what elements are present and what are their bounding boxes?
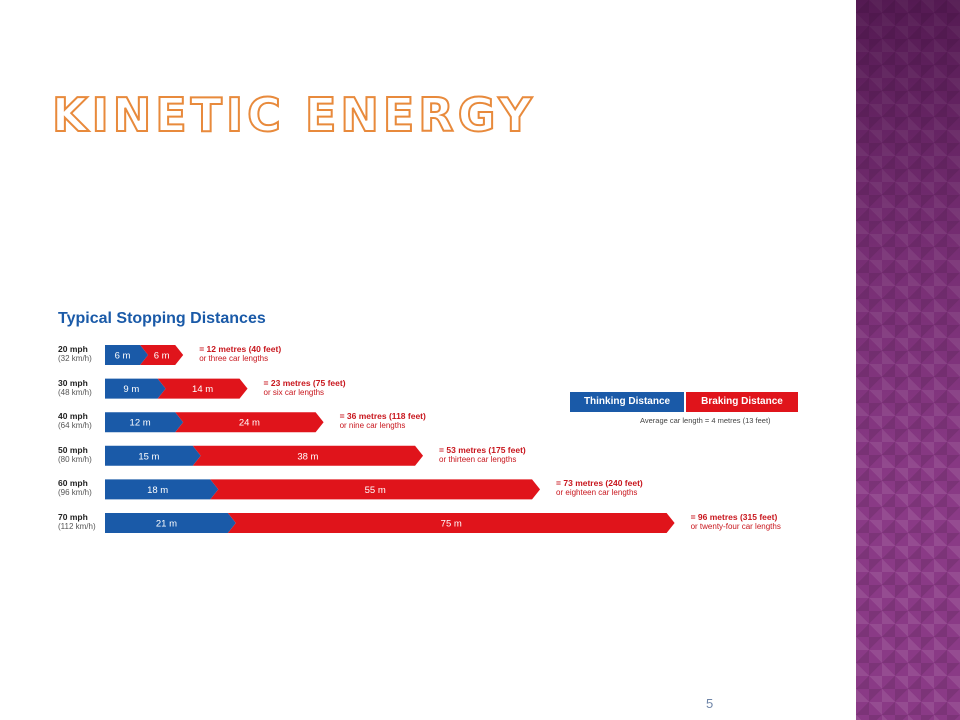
speed-mph: 60 mph: [58, 478, 88, 489]
total-distance-label: = 12 metres (40 feet) or three car length…: [199, 344, 281, 364]
speed-kmh: (80 km/h): [58, 454, 92, 464]
braking-distance-bar: [140, 345, 184, 365]
speed-label: 50 mph (80 km/h): [58, 445, 92, 465]
speed-label: 20 mph (32 km/h): [58, 344, 92, 364]
total-metres: = 12 metres (40 feet): [199, 344, 282, 354]
speed-kmh: (48 km/h): [58, 387, 92, 397]
thinking-distance-label: 15 m: [138, 451, 159, 462]
total-metres: = 36 metres (118 feet): [339, 411, 426, 422]
stopping-distance-chart: Typical Stopping Distances 20 mph (32 km/…: [58, 310, 798, 533]
braking-distance-label: 24 m: [239, 418, 260, 429]
legend-braking-distance: Braking Distance: [686, 392, 798, 412]
braking-distance-label: 38 m: [297, 451, 318, 462]
total-metres: = 96 metres (315 feet): [690, 512, 778, 522]
thinking-distance-bar: [105, 412, 184, 433]
thinking-distance-bar: [105, 513, 236, 533]
speed-mph: 50 mph: [58, 444, 88, 455]
braking-distance-label: 14 m: [192, 384, 213, 395]
braking-distance-label: 55 m: [365, 485, 386, 496]
total-distance-label: = 96 metres (315 feet) or twenty-four car…: [691, 512, 781, 532]
thinking-distance-label: 9 m: [123, 384, 139, 395]
speed-kmh: (96 km/h): [58, 488, 92, 498]
total-metres: = 23 metres (75 feet): [263, 377, 346, 388]
bars-canvas: 6 m 6 m 9 m 14 m 12 m 24 m 15 m 38 m 18 m 55 m 21 …: [105, 345, 675, 533]
speed-label: 30 mph (48 km/h): [58, 378, 92, 398]
thinking-distance-bar: [105, 479, 219, 500]
total-car-lengths: or three car lengths: [199, 354, 269, 363]
total-car-lengths: or eighteen car lengths: [556, 488, 638, 498]
thinking-distance-label: 21 m: [156, 519, 177, 530]
speed-kmh: (32 km/h): [58, 354, 92, 363]
legend-thinking-distance: Thinking Distance: [570, 392, 684, 412]
legend-note: Average car length = 4 metres (13 feet): [640, 416, 771, 425]
total-car-lengths: or twenty-four car lengths: [690, 522, 781, 531]
speed-mph: 30 mph: [58, 377, 88, 388]
total-distance-label: = 23 metres (75 feet) or six car lengths: [264, 378, 346, 398]
thinking-distance-bar: [105, 445, 201, 466]
speed-kmh: (112 km/h): [58, 522, 96, 531]
total-distance-label: = 53 metres (175 feet) or thirteen car le…: [439, 445, 526, 465]
braking-distance-bar: [192, 445, 424, 466]
page-number: 5: [706, 696, 714, 711]
thinking-distance-label: 18 m: [147, 485, 168, 496]
total-car-lengths: or nine car lengths: [339, 421, 406, 431]
chart-title: Typical Stopping Distances: [58, 310, 266, 327]
total-metres: = 53 metres (175 feet): [439, 444, 526, 455]
braking-distance-label: 6 m: [154, 351, 170, 362]
speed-kmh: (64 km/h): [58, 421, 92, 431]
thinking-distance-label: 6 m: [115, 351, 131, 362]
speed-mph: 20 mph: [58, 344, 88, 354]
speed-label: 60 mph (96 km/h): [58, 478, 92, 498]
total-distance-label: = 36 metres (118 feet) or nine car length…: [340, 411, 426, 431]
speed-label: 40 mph (64 km/h): [58, 411, 92, 431]
braking-distance-bar: [227, 513, 675, 533]
total-car-lengths: or six car lengths: [263, 387, 325, 397]
total-metres: = 73 metres (240 feet): [556, 478, 643, 489]
speed-label: 70 mph (112 km/h): [58, 512, 96, 532]
braking-distance-bar: [210, 479, 541, 500]
speed-mph: 70 mph: [58, 512, 88, 522]
total-distance-label: = 73 metres (240 feet) or eighteen car le…: [556, 478, 643, 498]
braking-distance-bar: [175, 412, 324, 433]
speed-mph: 40 mph: [58, 411, 88, 422]
thinking-distance-label: 12 m: [130, 418, 151, 429]
slide-title: Kinetic energy: [51, 88, 536, 142]
thinking-distance-bar: [105, 345, 149, 365]
braking-distance-bar: [157, 378, 248, 399]
braking-distance-label: 75 m: [441, 519, 462, 530]
decorative-side-panel: [856, 0, 960, 720]
thinking-distance-bar: [105, 378, 166, 399]
total-car-lengths: or thirteen car lengths: [439, 454, 517, 464]
